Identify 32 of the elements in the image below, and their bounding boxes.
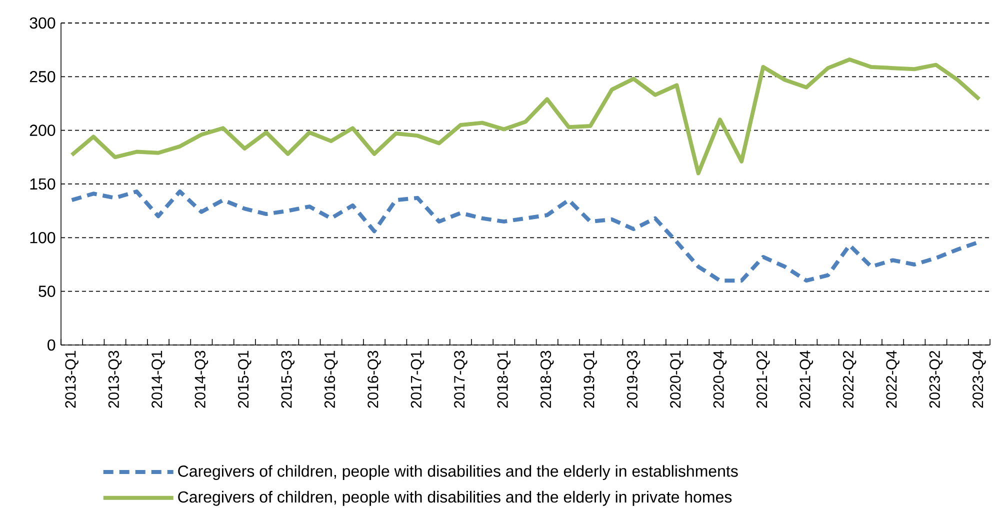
x-tick-label: 2014-Q3 — [194, 350, 208, 408]
x-tick-label: 2022-Q2 — [842, 350, 856, 408]
x-tick-label: 2017-Q1 — [410, 350, 424, 408]
x-tick-label: 2018-Q3 — [540, 350, 554, 408]
x-tick-label: 2021-Q2 — [756, 350, 770, 408]
x-tick-label: 2017-Q3 — [454, 350, 468, 408]
y-tick-label: 200 — [30, 124, 56, 136]
x-tick-label: 2019-Q1 — [584, 350, 597, 408]
x-tick-label: 2015-Q3 — [281, 350, 295, 408]
x-tick-label: 2014-Q1 — [152, 350, 165, 408]
x-tick-label: 2022-Q4 — [886, 350, 900, 408]
x-tick-label: 2021-Q4 — [800, 350, 814, 408]
x-tick-label: 2018-Q1 — [497, 350, 511, 408]
y-tick-label: 0 — [48, 339, 56, 351]
y-tick-label: 100 — [30, 232, 56, 244]
x-tick-label: 2020-Q1 — [670, 350, 684, 408]
y-tick-label: 250 — [30, 70, 56, 82]
x-tick-label: 2013-Q3 — [108, 350, 122, 408]
x-tick-label: 2016-Q3 — [368, 350, 381, 408]
x-tick-label: 2020-Q4 — [713, 350, 727, 408]
line-series — [70, 57, 982, 176]
y-tick-label: 50 — [38, 286, 56, 297]
x-tick-label: 2013-Q1 — [65, 350, 78, 408]
legend-label: Caregivers of children, people with disabilities and the elderly in establishments — [178, 465, 738, 480]
y-tick-label: 300 — [30, 17, 56, 29]
y-tick-label: 150 — [30, 178, 56, 190]
x-tick-label: 2016-Q1 — [324, 350, 338, 408]
x-tick-label: 2023-Q4 — [972, 350, 986, 408]
x-tick-label: 2015-Q1 — [238, 350, 252, 408]
x-tick-label: 2019-Q3 — [626, 350, 640, 408]
x-tick-label: 2023-Q2 — [929, 350, 943, 408]
legend-label: Caregivers of children, people with disabilities and the elderly in private homes — [178, 490, 732, 506]
